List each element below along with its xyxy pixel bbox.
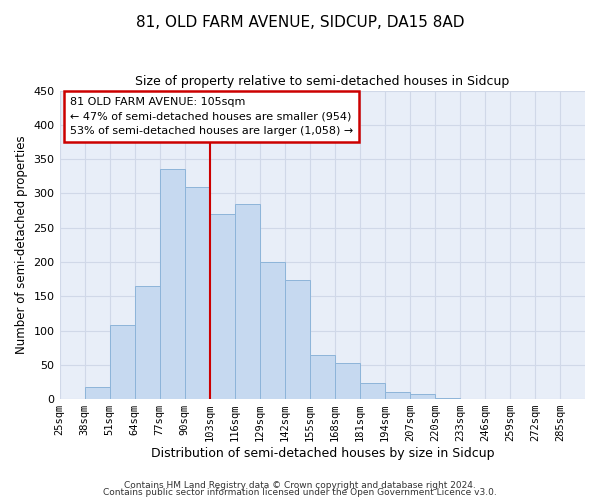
Bar [285,280,310,399]
Bar [160,170,185,399]
Text: 81 OLD FARM AVENUE: 105sqm
← 47% of semi-detached houses are smaller (954)
53% o: 81 OLD FARM AVENUE: 105sqm ← 47% of semi… [70,96,353,136]
Bar [260,262,285,399]
Text: 81, OLD FARM AVENUE, SIDCUP, DA15 8AD: 81, OLD FARM AVENUE, SIDCUP, DA15 8AD [136,15,464,30]
Bar [185,186,209,399]
Text: Contains HM Land Registry data © Crown copyright and database right 2024.: Contains HM Land Registry data © Crown c… [124,480,476,490]
Title: Size of property relative to semi-detached houses in Sidcup: Size of property relative to semi-detach… [135,75,509,88]
Bar [410,394,435,399]
Bar [85,386,110,399]
Bar [310,355,335,399]
X-axis label: Distribution of semi-detached houses by size in Sidcup: Distribution of semi-detached houses by … [151,447,494,460]
Bar [110,325,134,399]
Bar [235,204,260,399]
Bar [435,398,460,399]
Bar [209,214,235,399]
Bar [360,382,385,399]
Text: Contains public sector information licensed under the Open Government Licence v3: Contains public sector information licen… [103,488,497,497]
Bar [335,362,360,399]
Y-axis label: Number of semi-detached properties: Number of semi-detached properties [15,136,28,354]
Bar [385,392,410,399]
Bar [134,286,160,399]
